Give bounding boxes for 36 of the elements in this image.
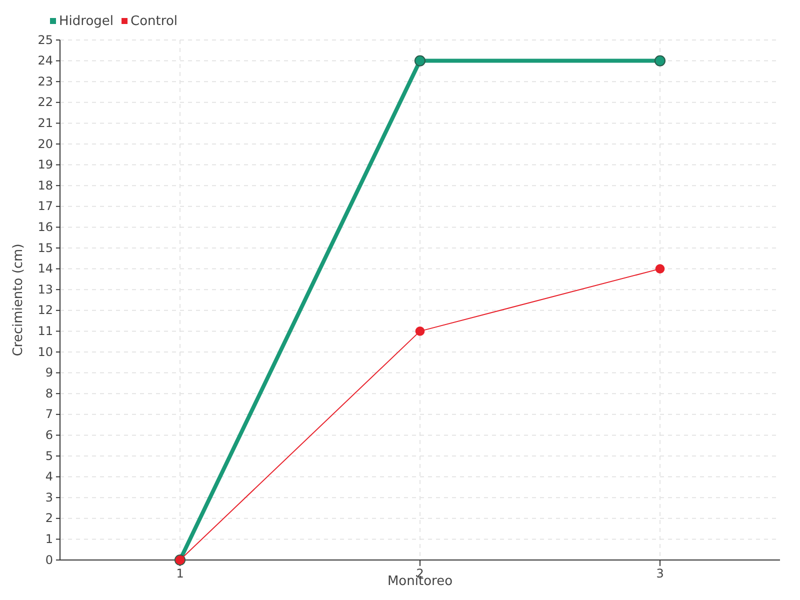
y-tick-label: 23 bbox=[38, 74, 53, 88]
y-tick-label: 18 bbox=[38, 178, 53, 192]
y-tick-label: 6 bbox=[45, 428, 53, 442]
x-axis-title: Monitoreo bbox=[387, 574, 453, 589]
y-tick-label: 17 bbox=[38, 199, 53, 214]
point bbox=[654, 55, 666, 66]
y-tick-label: 20 bbox=[38, 136, 53, 151]
y-tick-label: 4 bbox=[45, 470, 53, 484]
y-tick-label: 25 bbox=[38, 32, 53, 47]
y-tick-label: 14 bbox=[38, 262, 53, 276]
y-tick-label: 13 bbox=[38, 282, 53, 296]
y-tick-label: 24 bbox=[38, 54, 53, 68]
legend-label: Control bbox=[130, 14, 178, 29]
y-tick-label: 10 bbox=[38, 344, 53, 359]
y-tick-label: 0 bbox=[45, 552, 53, 567]
y-tick-label: 22 bbox=[38, 95, 53, 110]
y-tick-label: 21 bbox=[38, 116, 53, 130]
y-tick-label: 9 bbox=[45, 366, 53, 380]
y-tick-label: 19 bbox=[38, 158, 53, 172]
y-tick-label: 2 bbox=[45, 511, 53, 526]
point bbox=[655, 264, 665, 274]
y-tick-label: 7 bbox=[45, 407, 53, 422]
y-tick-label: 3 bbox=[45, 490, 53, 504]
y-tick-label: 12 bbox=[38, 303, 53, 318]
point bbox=[414, 55, 426, 66]
y-tick-label: 15 bbox=[38, 240, 53, 255]
x-tick-label: 3 bbox=[656, 566, 664, 581]
y-tick-label: 8 bbox=[45, 386, 53, 400]
y-tick-label: 11 bbox=[38, 324, 53, 338]
y-tick-label: 16 bbox=[38, 220, 53, 234]
y-tick-label: 1 bbox=[45, 532, 53, 546]
y-axis-title: Crecimiento (cm) bbox=[11, 244, 26, 356]
y-tick-label: 5 bbox=[45, 448, 53, 463]
legend-label: Hidrogel bbox=[59, 14, 114, 29]
x-tick-label: 1 bbox=[176, 566, 184, 581]
point bbox=[415, 326, 425, 336]
